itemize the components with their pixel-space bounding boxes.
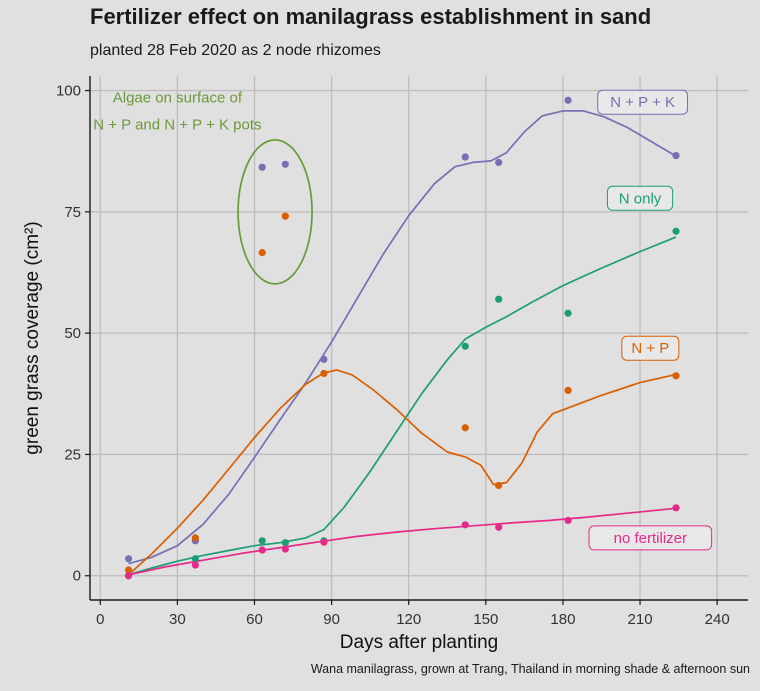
data-point	[258, 537, 266, 545]
y-tick-label: 100	[56, 83, 81, 100]
data-point	[124, 572, 133, 580]
chart-caption: Wana manilagrass, grown at Trang, Thaila…	[310, 662, 750, 676]
x-tick-label: 240	[705, 611, 730, 628]
algae-annotation-text: Algae on surface of	[113, 90, 243, 107]
data-point	[320, 538, 328, 546]
data-point	[564, 309, 572, 317]
algae-annotation: Algae on surface of N + P and N + P + K p…	[93, 90, 313, 285]
series-label-box	[606, 185, 674, 211]
data-point	[320, 355, 328, 363]
series-label-text: no fertilizer	[614, 530, 687, 547]
data-point	[564, 96, 572, 104]
data-point	[672, 372, 680, 380]
y-tick-label: 25	[64, 446, 81, 463]
data-point	[281, 539, 289, 547]
series-label: no fertilizer	[588, 525, 713, 551]
data-point	[191, 555, 199, 563]
data-point	[124, 566, 133, 574]
series-label-box	[621, 335, 680, 361]
x-tick-label: 60	[246, 611, 263, 628]
algae-annotation-text: N + P and N + P + K pots	[93, 117, 261, 134]
series-label-box	[588, 525, 713, 551]
algae-ellipse	[237, 139, 313, 285]
data-point	[461, 424, 469, 432]
y-tick-label: 0	[73, 568, 81, 585]
series-label-box	[597, 89, 689, 115]
x-tick-label: 150	[473, 611, 498, 628]
data-point	[495, 523, 503, 531]
data-point	[564, 516, 572, 525]
x-tick-label: 90	[323, 611, 340, 628]
data-point	[495, 158, 503, 166]
series-label: N only	[606, 185, 674, 211]
series-line	[128, 507, 677, 576]
x-tick-label: 30	[169, 611, 186, 628]
data-point	[672, 227, 680, 235]
data-point	[191, 534, 199, 542]
series-label-text: N + P + K	[610, 94, 675, 111]
series-line	[128, 369, 677, 576]
data-point	[672, 151, 680, 160]
chart-subtitle: planted 28 Feb 2020 as 2 node rhizomes	[90, 42, 381, 59]
series-label: N + P + K	[597, 89, 689, 115]
y-tick-label: 50	[64, 325, 81, 342]
data-point	[281, 545, 289, 553]
x-tick-label: 120	[396, 611, 421, 628]
data-point	[672, 504, 680, 512]
x-tick-label: 0	[96, 611, 104, 628]
data-point	[461, 153, 469, 161]
data-point	[281, 160, 289, 168]
x-axis-label: Days after planting	[340, 632, 498, 653]
series-line	[128, 110, 677, 565]
data-point	[281, 212, 289, 220]
x-tick-label: 180	[550, 611, 575, 628]
data-point	[461, 342, 469, 350]
data-point	[564, 386, 572, 394]
series-label: N + P	[621, 335, 680, 361]
data-point	[258, 546, 266, 554]
data-point	[320, 369, 328, 378]
data-point	[495, 481, 503, 490]
data-point	[258, 163, 266, 171]
x-tick-label: 210	[628, 611, 653, 628]
y-tick-label: 75	[64, 204, 81, 221]
data-point	[495, 295, 503, 303]
y-axis-label: green grass coverage (cm²)	[22, 221, 43, 454]
data-point	[191, 561, 199, 569]
chart-title: Fertilizer effect on manilagrass establi…	[90, 4, 652, 29]
series-label-text: N + P	[631, 340, 669, 357]
data-point	[461, 521, 469, 529]
series-label-text: N only	[619, 190, 662, 207]
data-point	[124, 555, 133, 563]
data-point	[258, 249, 266, 257]
series-line	[128, 236, 677, 576]
